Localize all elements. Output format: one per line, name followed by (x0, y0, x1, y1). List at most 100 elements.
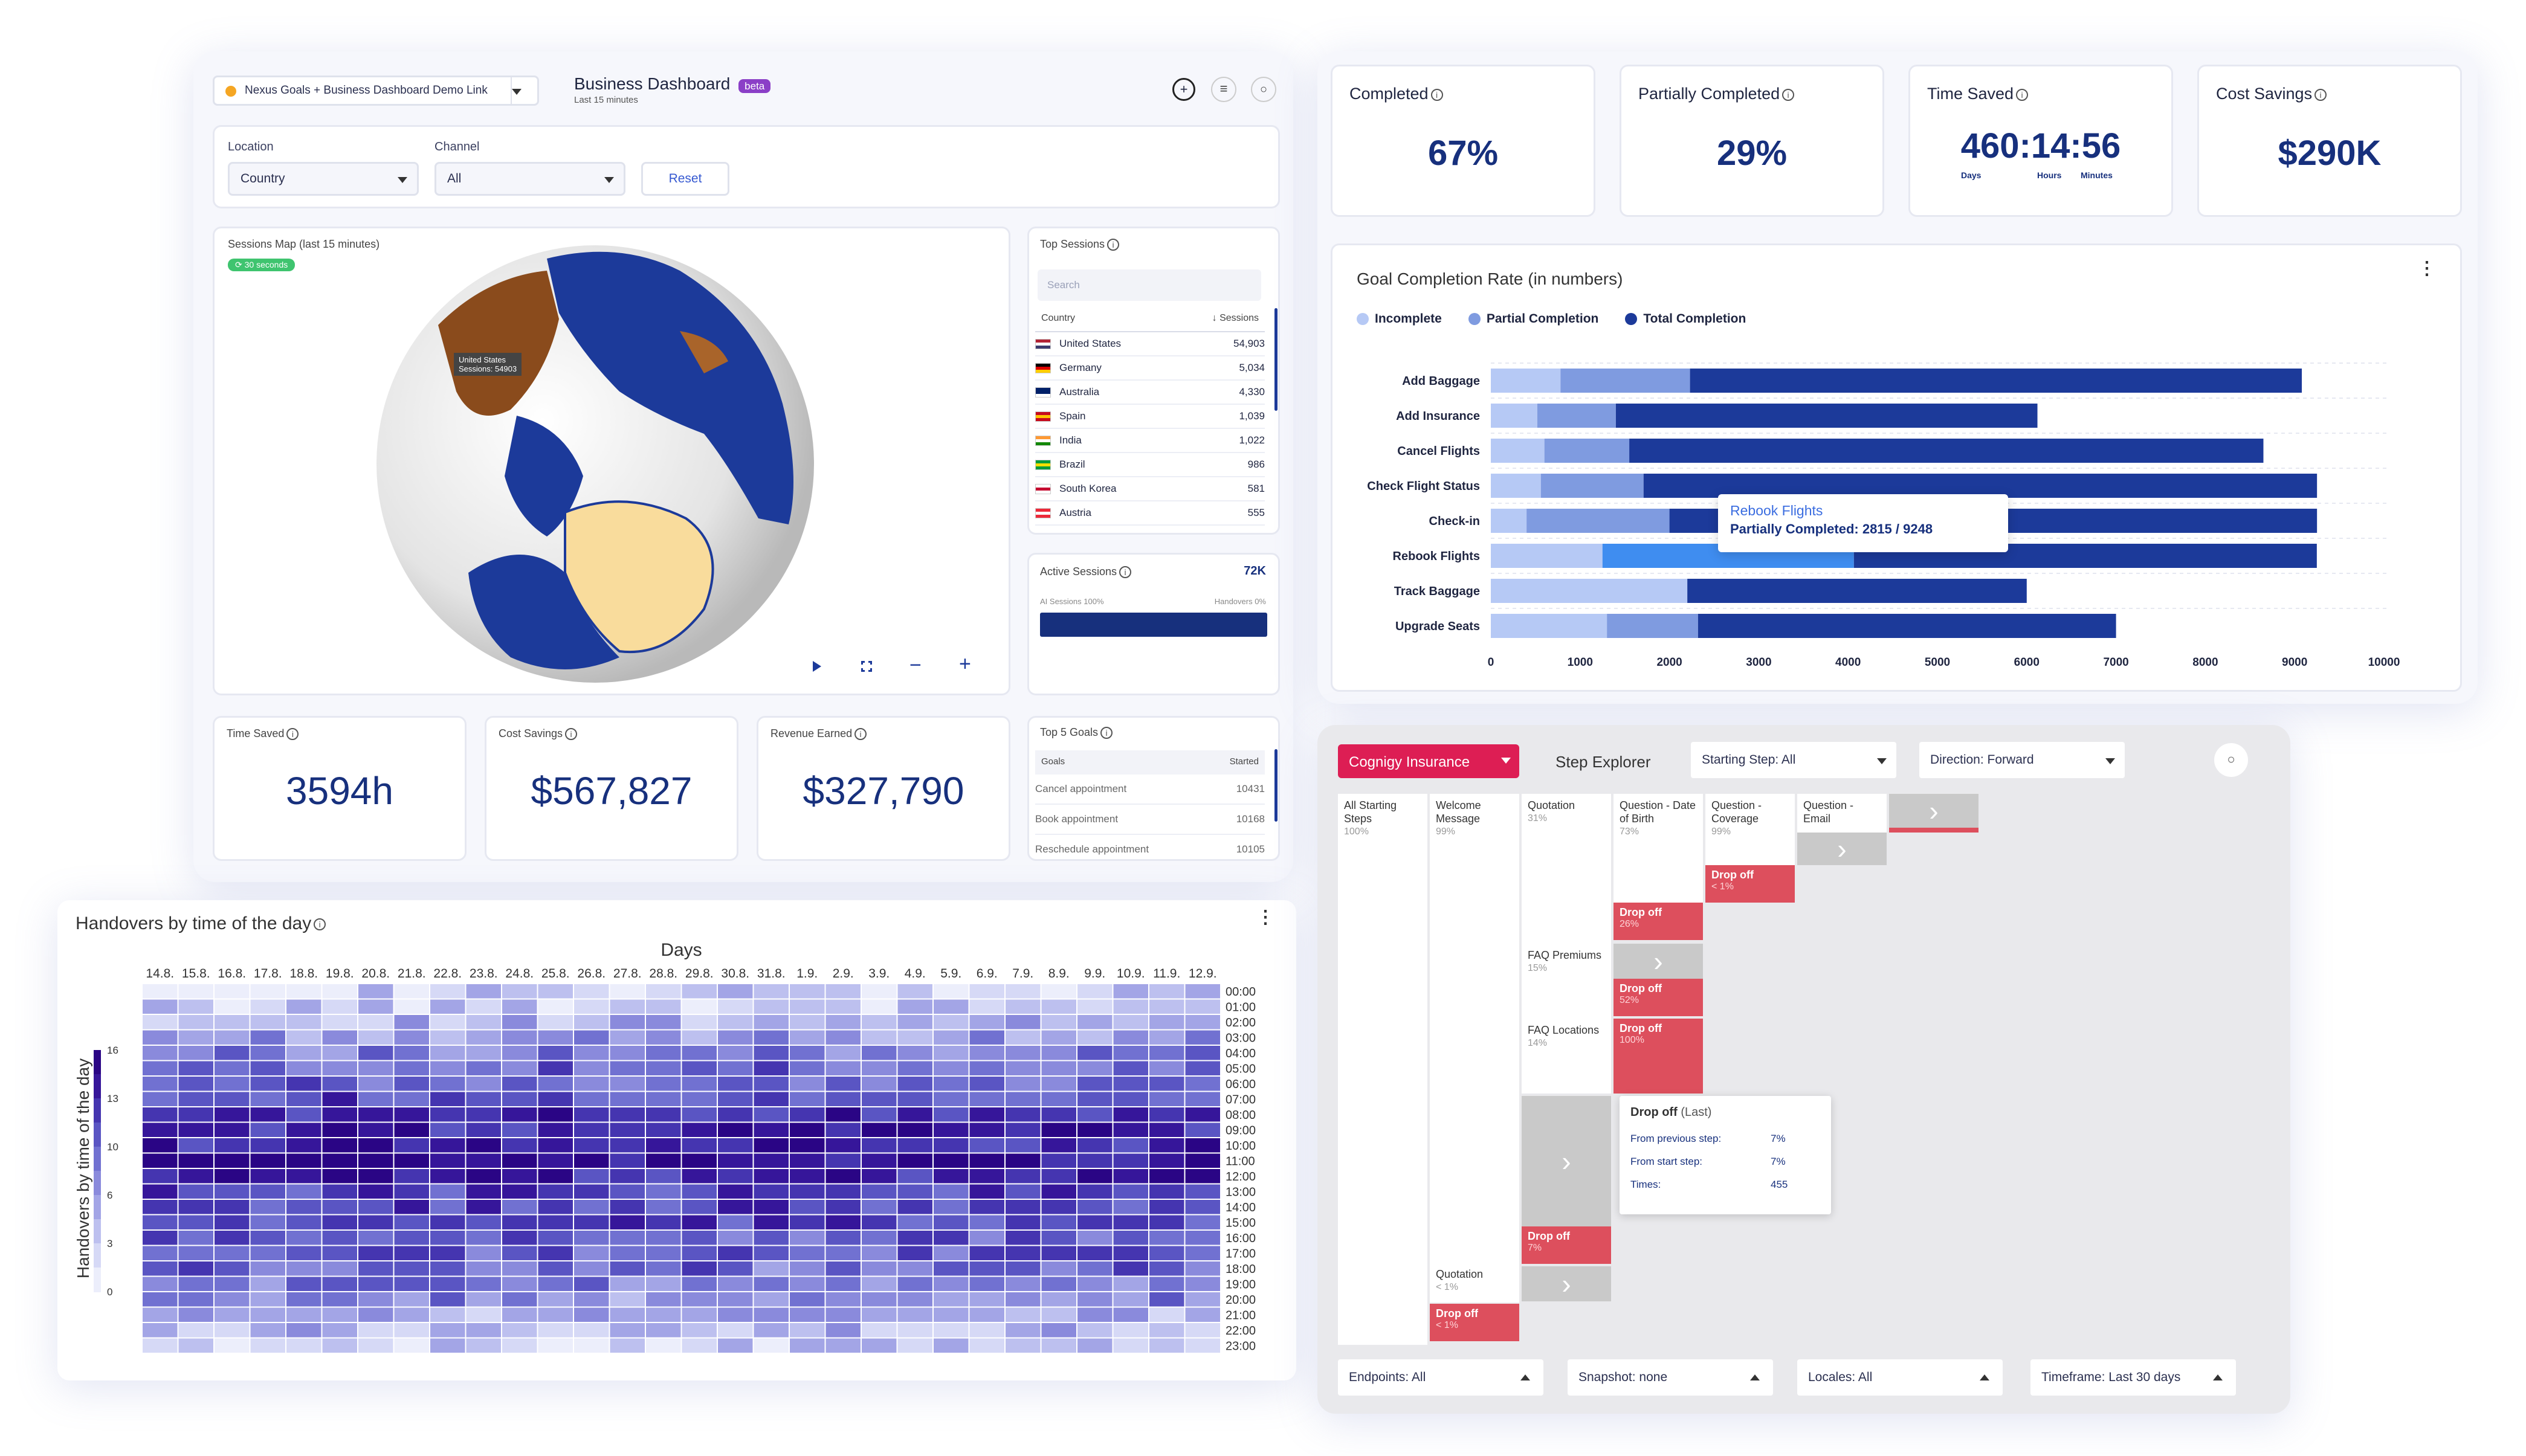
heatmap-cell[interactable] (574, 1184, 609, 1199)
play-icon[interactable] (813, 661, 821, 672)
heatmap-cell[interactable] (825, 1046, 861, 1060)
heatmap-cell[interactable] (754, 1246, 789, 1261)
heatmap-cell[interactable] (682, 1261, 717, 1276)
heatmap-cell[interactable] (1185, 1015, 1221, 1029)
heatmap-cell[interactable] (1041, 1246, 1077, 1261)
heatmap-cell[interactable] (969, 1061, 1005, 1076)
heatmap-cell[interactable] (1006, 1123, 1041, 1138)
heatmap-cell[interactable] (322, 1338, 358, 1353)
heatmap-cell[interactable] (1077, 1184, 1113, 1199)
heatmap-cell[interactable] (718, 1030, 753, 1045)
heatmap-cell[interactable] (825, 1307, 861, 1322)
heatmap-cell[interactable] (215, 1123, 250, 1138)
heatmap-cell[interactable] (862, 1123, 897, 1138)
heatmap-cell[interactable] (825, 1215, 861, 1230)
heatmap-cell[interactable] (466, 1030, 502, 1045)
heatmap-cell[interactable] (682, 1169, 717, 1184)
heatmap-cell[interactable] (969, 984, 1005, 999)
heatmap-cell[interactable] (502, 1046, 537, 1060)
heatmap-cell[interactable] (538, 1138, 573, 1153)
heatmap-cell[interactable] (322, 1261, 358, 1276)
heatmap-cell[interactable] (178, 1030, 214, 1045)
heatmap-cell[interactable] (1113, 1030, 1149, 1045)
heatmap-cell[interactable] (502, 1323, 537, 1338)
heatmap-cell[interactable] (610, 1123, 645, 1138)
heatmap-cell[interactable] (394, 1138, 430, 1153)
more-options-icon[interactable]: ⋮ (2418, 259, 2436, 279)
goal-row[interactable]: Book appointment 10168 (1035, 805, 1265, 835)
heatmap-cell[interactable] (754, 1277, 789, 1292)
heatmap-cell[interactable] (430, 1046, 465, 1060)
heatmap-cell[interactable] (969, 999, 1005, 1014)
heatmap-cell[interactable] (682, 1077, 717, 1091)
heatmap-cell[interactable] (538, 1092, 573, 1107)
heatmap-cell[interactable] (718, 984, 753, 999)
heatmap-cell[interactable] (538, 1046, 573, 1060)
heatmap-cell[interactable] (646, 1200, 681, 1214)
heatmap-cell[interactable] (610, 1107, 645, 1122)
heatmap-cell[interactable] (790, 1184, 825, 1199)
heatmap-cell[interactable] (466, 1200, 502, 1214)
step-column-header[interactable]: All Starting Steps 100% (1344, 799, 1423, 839)
heatmap-cell[interactable] (1149, 1215, 1184, 1230)
heatmap-cell[interactable] (897, 1092, 933, 1107)
heatmap-cell[interactable] (934, 1323, 969, 1338)
heatmap-cell[interactable] (250, 999, 286, 1014)
heatmap-cell[interactable] (825, 1015, 861, 1029)
heatmap-cell[interactable] (394, 1200, 430, 1214)
sessions-row[interactable]: Germany 5,034 (1035, 356, 1265, 381)
scrollbar[interactable] (1274, 308, 1278, 411)
heatmap-cell[interactable] (825, 1231, 861, 1245)
bar-segment[interactable] (1491, 439, 1545, 463)
heatmap-cell[interactable] (934, 1277, 969, 1292)
heatmap-cell[interactable] (322, 1015, 358, 1029)
reset-button[interactable]: Reset (641, 162, 729, 196)
heatmap-cell[interactable] (610, 1184, 645, 1199)
heatmap-cell[interactable] (322, 1046, 358, 1060)
heatmap-cell[interactable] (718, 1138, 753, 1153)
heatmap-cell[interactable] (574, 1153, 609, 1168)
heatmap-cell[interactable] (718, 1277, 753, 1292)
heatmap-cell[interactable] (1185, 1215, 1221, 1230)
heatmap-cell[interactable] (610, 1138, 645, 1153)
heatmap-cell[interactable] (574, 1107, 609, 1122)
heatmap-cell[interactable] (610, 999, 645, 1014)
heatmap-cell[interactable] (538, 984, 573, 999)
heatmap-cell[interactable] (502, 1184, 537, 1199)
heatmap-cell[interactable] (934, 1292, 969, 1307)
heatmap-cell[interactable] (682, 1292, 717, 1307)
heatmap-cell[interactable] (250, 984, 286, 999)
heatmap-cell[interactable] (1113, 984, 1149, 999)
heatmap-cell[interactable] (825, 1338, 861, 1353)
heatmap-cell[interactable] (358, 1138, 393, 1153)
bar-segment[interactable] (1629, 439, 2264, 463)
heatmap-cell[interactable] (897, 1030, 933, 1045)
heatmap-cell[interactable] (574, 1046, 609, 1060)
heatmap-cell[interactable] (286, 1307, 321, 1322)
heatmap-cell[interactable] (754, 1092, 789, 1107)
heatmap-cell[interactable] (143, 1077, 178, 1091)
heatmap-cell[interactable] (322, 1138, 358, 1153)
heatmap-cell[interactable] (897, 1200, 933, 1214)
heatmap-cell[interactable] (682, 1015, 717, 1029)
heatmap-cell[interactable] (682, 1046, 717, 1060)
heatmap-cell[interactable] (215, 1046, 250, 1060)
goal-row[interactable]: Cancel appointment 10431 (1035, 775, 1265, 805)
heatmap-cell[interactable] (430, 1292, 465, 1307)
heatmap-cell[interactable] (286, 1277, 321, 1292)
zoom-out-icon[interactable]: − (909, 654, 922, 677)
step-column-header[interactable]: Question - Email (1803, 799, 1882, 825)
heatmap-cell[interactable] (394, 1015, 430, 1029)
heatmap-cell[interactable] (322, 1153, 358, 1168)
heatmap-cell[interactable] (934, 1231, 969, 1245)
heatmap-cell[interactable] (538, 1015, 573, 1029)
heatmap-cell[interactable] (1077, 1030, 1113, 1045)
heatmap-cell[interactable] (215, 1338, 250, 1353)
heatmap-cell[interactable] (1006, 1338, 1041, 1353)
heatmap-cell[interactable] (969, 1015, 1005, 1029)
heatmap-cell[interactable] (718, 1107, 753, 1122)
heatmap-cell[interactable] (502, 1061, 537, 1076)
heatmap-cell[interactable] (322, 1077, 358, 1091)
heatmap-cell[interactable] (718, 1046, 753, 1060)
heatmap-cell[interactable] (718, 1338, 753, 1353)
